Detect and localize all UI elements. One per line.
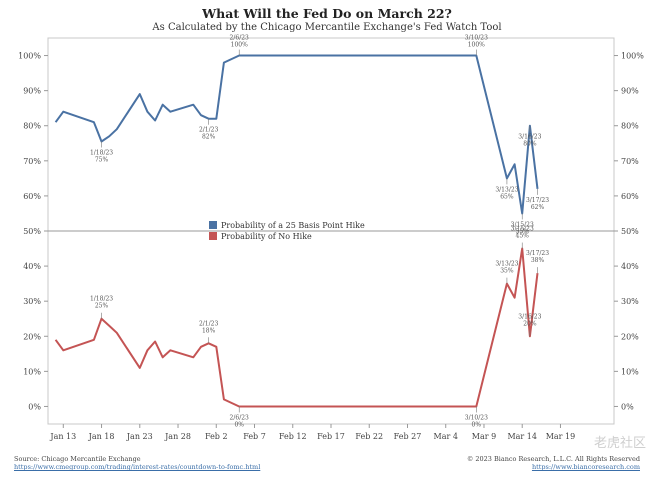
source-right-label: © 2023 Bianco Research, L.L.C. All Right… xyxy=(466,455,640,463)
y-tick-label-left: 20% xyxy=(23,332,41,341)
x-tick-label: Feb 2 xyxy=(205,432,228,441)
annotation-date: 2/1/23 xyxy=(199,127,218,134)
annotation-value: 82% xyxy=(202,134,216,141)
x-tick-label: Jan 28 xyxy=(164,432,191,441)
watermark: 老虎社区 xyxy=(593,436,646,451)
x-tick-label: Feb 7 xyxy=(243,432,266,441)
y-tick-label-left: 40% xyxy=(23,262,41,271)
source-left-label: Source: Chicago Mercantile Exchange xyxy=(14,455,141,463)
annotation-value: 75% xyxy=(95,157,109,164)
legend-label: Probability of No Hike xyxy=(221,232,312,241)
y-tick-label-left: 60% xyxy=(23,192,41,201)
y-tick-label-right: 90% xyxy=(621,87,639,96)
y-tick-label-right: 40% xyxy=(621,262,639,271)
annotation-value: 0% xyxy=(234,421,244,428)
x-tick-label: Mar 4 xyxy=(434,432,458,441)
annotation-date: 3/16/23 xyxy=(518,313,541,320)
y-tick-label-left: 70% xyxy=(23,157,41,166)
legend-label: Probability of a 25 Basis Point Hike xyxy=(221,221,365,230)
annotation-value: 45% xyxy=(516,233,530,240)
y-tick-label-right: 70% xyxy=(621,157,639,166)
y-tick-label-right: 0% xyxy=(621,402,634,411)
annotation-date: 2/1/23 xyxy=(199,320,218,327)
annotation-date: 3/15/23 xyxy=(511,221,534,228)
y-tick-label-left: 80% xyxy=(23,122,41,131)
annotation-value: 20% xyxy=(523,320,537,327)
chart-title: What Will the Fed Do on March 22? xyxy=(202,6,452,21)
annotation-date: 1/18/23 xyxy=(90,150,113,157)
annotation-value: 62% xyxy=(531,204,545,211)
annotation-date: 3/13/23 xyxy=(495,261,518,268)
x-tick-label: Jan 18 xyxy=(88,432,115,441)
x-tick-label: Feb 27 xyxy=(394,432,422,441)
y-tick-label-right: 30% xyxy=(621,297,639,306)
x-tick-label: Jan 13 xyxy=(49,432,76,441)
series-line-no-hike xyxy=(54,247,539,408)
y-tick-label-right: 100% xyxy=(621,52,644,61)
annotation-value: 55% xyxy=(516,228,530,235)
annotation-date: 2/6/23 xyxy=(230,414,249,421)
y-tick-label-left: 90% xyxy=(23,87,41,96)
y-tick-label-left: 0% xyxy=(28,402,41,411)
annotation-value: 80% xyxy=(523,141,537,148)
y-tick-label-right: 10% xyxy=(621,367,639,376)
annotation-date: 3/10/23 xyxy=(465,35,488,42)
annotation-value: 0% xyxy=(472,421,482,428)
annotation-date: 2/6/23 xyxy=(230,35,249,42)
annotation-value: 25% xyxy=(95,303,109,310)
annotation-date: 3/10/23 xyxy=(465,414,488,421)
annotation-date: 1/18/23 xyxy=(90,296,113,303)
series-line-hike-25bp xyxy=(54,54,539,215)
y-tick-label-left: 30% xyxy=(23,297,41,306)
source-left-link[interactable]: https://www.cmegroup.com/trading/interes… xyxy=(14,463,261,471)
annotation-value: 65% xyxy=(500,193,514,200)
y-tick-label-right: 50% xyxy=(621,227,639,236)
annotation-date: 3/17/23 xyxy=(526,197,549,204)
annotation-value: 38% xyxy=(531,257,545,264)
annotation-date: 3/16/23 xyxy=(518,134,541,141)
annotation-value: 100% xyxy=(231,42,248,49)
y-tick-label-left: 10% xyxy=(23,367,41,376)
legend-swatch xyxy=(209,232,217,240)
x-tick-label: Mar 14 xyxy=(507,432,537,441)
source-left: Source: Chicago Mercantile Exchange http… xyxy=(14,455,260,471)
x-tick-label: Feb 12 xyxy=(279,432,307,441)
y-tick-label-right: 80% xyxy=(621,122,639,131)
annotation-value: 35% xyxy=(500,268,514,275)
annotation-date: 3/15/23 xyxy=(511,226,534,233)
source-right: © 2023 Bianco Research, L.L.C. All Right… xyxy=(467,455,640,471)
x-tick-label: Feb 17 xyxy=(317,432,345,441)
y-tick-label-left: 50% xyxy=(23,227,41,236)
y-tick-label-right: 20% xyxy=(621,332,639,341)
x-tick-label: Mar 19 xyxy=(546,432,576,441)
y-tick-label-left: 100% xyxy=(18,52,41,61)
source-right-link[interactable]: https://www.biancoresearch.com xyxy=(531,463,640,471)
x-tick-label: Jan 23 xyxy=(126,432,153,441)
x-tick-label: Mar 9 xyxy=(472,432,496,441)
y-tick-label-right: 60% xyxy=(621,192,639,201)
annotation-date: 3/17/23 xyxy=(526,250,549,257)
x-tick-label: Feb 22 xyxy=(355,432,383,441)
legend-swatch xyxy=(209,221,217,229)
annotation-value: 18% xyxy=(202,327,216,334)
chart-subtitle: As Calculated by the Chicago Mercantile … xyxy=(152,22,502,33)
annotation-value: 100% xyxy=(468,42,485,49)
annotation-date: 3/13/23 xyxy=(495,186,518,193)
